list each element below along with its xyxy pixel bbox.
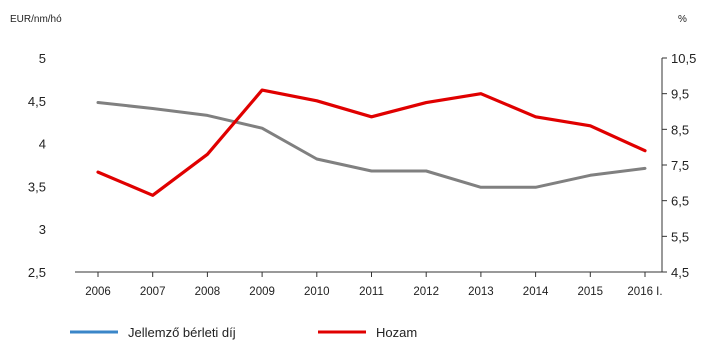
right-tick-label: 5,5 xyxy=(671,229,689,244)
x-tick-label: 2011 xyxy=(359,286,384,298)
right-tick-label: 7,5 xyxy=(671,158,689,173)
x-tick-label: 2008 xyxy=(195,286,221,298)
legend: Jellemző bérleti díj Hozam xyxy=(70,325,417,340)
x-tick-label: 2006 xyxy=(85,286,111,298)
left-tick-label: 4 xyxy=(39,137,46,152)
right-tick-label: 10,5 xyxy=(671,51,696,66)
right-tick-label: 8,5 xyxy=(671,122,689,137)
series-line-yield xyxy=(96,88,647,197)
series-group xyxy=(96,88,647,197)
x-tick-label: 2013 xyxy=(468,286,494,298)
x-tick-label: 2014 xyxy=(523,286,549,298)
right-tick-label: 6,5 xyxy=(671,194,689,209)
left-tick-label: 4,5 xyxy=(28,94,46,109)
left-axis-ticks: 2,5 3 3,5 4 4,5 5 xyxy=(28,51,46,280)
x-tick-label: 2007 xyxy=(140,286,166,298)
right-axis-unit: % xyxy=(678,14,687,25)
right-tick-label: 4,5 xyxy=(671,265,689,280)
right-axis-ticks: 4,5 5,5 6,5 7,5 8,5 9,5 10,5 xyxy=(662,51,696,280)
left-axis-unit: EUR/nm/hó xyxy=(10,14,62,25)
x-axis-ticks: 2006 2007 2008 2009 2010 2011 2012 2013 2014 2015… xyxy=(85,272,663,298)
legend-label: Hozam xyxy=(376,325,417,340)
right-tick-label: 9,5 xyxy=(671,87,689,102)
left-tick-label: 3,5 xyxy=(28,179,46,194)
left-tick-label: 5 xyxy=(39,51,46,66)
x-tick-label: 2016 I. xyxy=(627,286,662,298)
series-line-rent xyxy=(96,101,647,189)
x-tick-label: 2015 xyxy=(578,286,604,298)
left-tick-label: 2,5 xyxy=(28,265,46,280)
legend-label: Jellemző bérleti díj xyxy=(128,325,236,340)
left-tick-label: 3 xyxy=(39,222,46,237)
x-tick-label: 2010 xyxy=(304,286,330,298)
x-tick-label: 2012 xyxy=(413,286,439,298)
x-tick-label: 2009 xyxy=(249,286,275,298)
